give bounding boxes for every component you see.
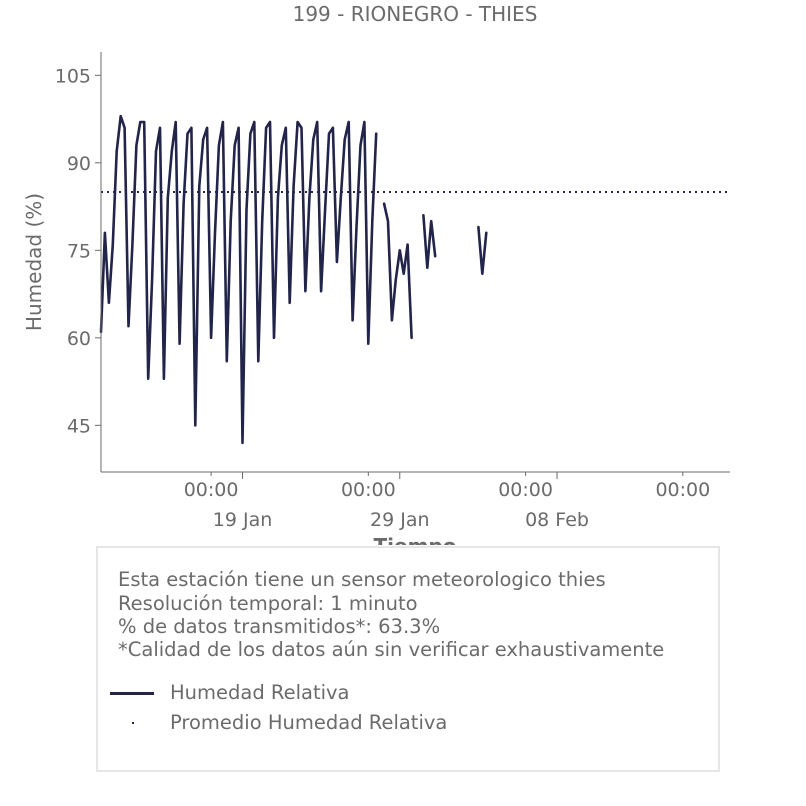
legend-solid-line-icon bbox=[110, 692, 154, 695]
info-resolution-text: Resolución temporal: 1 minuto bbox=[118, 592, 418, 615]
info-legend-box: Esta estación tiene un sensor meteorolog… bbox=[96, 546, 720, 772]
x-minor-tick-label: 00:00 bbox=[498, 479, 553, 501]
x-minor-tick-label: 00:00 bbox=[184, 479, 239, 501]
y-tick-label: 45 bbox=[67, 415, 91, 437]
x-axis-label: Tiempo bbox=[374, 534, 457, 545]
y-tick-label: 90 bbox=[67, 153, 91, 175]
y-tick-label: 60 bbox=[67, 328, 91, 350]
y-tick-label: 105 bbox=[55, 65, 91, 87]
plot-area bbox=[99, 114, 730, 445]
info-sensor-text: Esta estación tiene un sensor meteorolog… bbox=[118, 568, 606, 591]
x-minor-tick-label: 00:00 bbox=[655, 479, 710, 501]
chart-title: 199 - RIONEGRO - THIES bbox=[293, 2, 538, 26]
humidity-line-segment bbox=[382, 202, 413, 340]
x-ticks: 00:00 00:00 00:00 00:00 19 Jan 29 Jan 08 Feb bbox=[184, 472, 710, 531]
legend-label-average: Promedio Humedad Relativa bbox=[170, 711, 448, 734]
chart: 199 - RIONEGRO - THIES 45 60 75 90 105 00:00… bbox=[22, 2, 730, 545]
info-quality-note: *Calidad de los datos aún sin verificar … bbox=[118, 638, 665, 661]
humidity-line-segment bbox=[422, 214, 437, 270]
x-major-tick-label: 19 Jan bbox=[213, 509, 273, 531]
y-ticks: 45 60 75 90 105 bbox=[55, 65, 101, 437]
x-minor-tick-label: 00:00 bbox=[341, 479, 396, 501]
info-transmitted-text: % de datos transmitidos*: 63.3% bbox=[118, 615, 441, 638]
legend-dot-icon bbox=[132, 722, 134, 724]
legend-label-humidity: Humedad Relativa bbox=[170, 681, 350, 704]
y-axis-label: Humedad (%) bbox=[22, 193, 46, 331]
x-major-tick-label: 08 Feb bbox=[525, 509, 589, 531]
y-tick-label: 75 bbox=[67, 240, 91, 262]
x-major-tick-label: 29 Jan bbox=[370, 509, 430, 531]
humidity-line-segment bbox=[477, 225, 488, 276]
humidity-line-segment bbox=[99, 114, 378, 445]
